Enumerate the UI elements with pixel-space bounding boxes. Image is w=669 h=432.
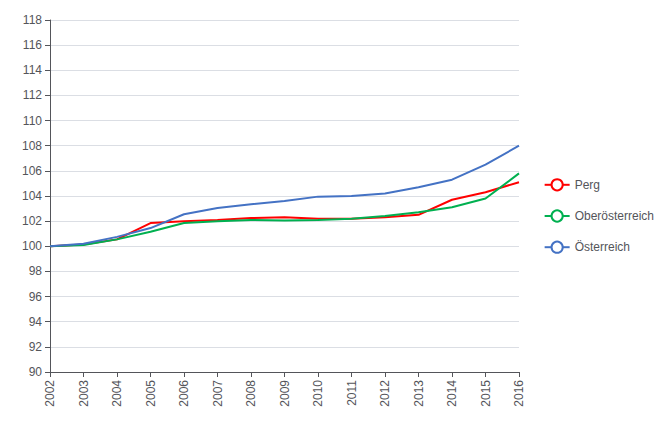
- svg-text:104: 104: [22, 189, 42, 203]
- svg-text:Österreich: Österreich: [575, 240, 630, 254]
- svg-text:Perg: Perg: [575, 178, 600, 192]
- svg-text:96: 96: [29, 290, 43, 304]
- svg-text:2014: 2014: [445, 380, 459, 407]
- svg-text:98: 98: [29, 264, 43, 278]
- svg-text:108: 108: [22, 139, 42, 153]
- svg-text:2016: 2016: [512, 380, 526, 407]
- svg-text:2008: 2008: [244, 380, 258, 407]
- svg-text:110: 110: [23, 114, 42, 128]
- svg-text:2007: 2007: [211, 380, 225, 407]
- svg-text:2011: 2011: [345, 380, 359, 406]
- svg-text:2002: 2002: [43, 380, 57, 407]
- svg-text:118: 118: [23, 13, 42, 27]
- svg-text:114: 114: [23, 63, 42, 77]
- svg-text:116: 116: [23, 38, 42, 52]
- svg-text:2012: 2012: [378, 380, 392, 407]
- svg-text:2009: 2009: [278, 380, 292, 407]
- svg-text:2015: 2015: [479, 380, 493, 407]
- svg-text:2004: 2004: [110, 380, 124, 407]
- svg-text:2010: 2010: [311, 380, 325, 407]
- svg-text:2003: 2003: [77, 380, 91, 407]
- svg-text:112: 112: [23, 88, 42, 102]
- svg-text:102: 102: [22, 214, 42, 228]
- svg-text:94: 94: [29, 315, 43, 329]
- svg-text:92: 92: [29, 340, 43, 354]
- svg-text:2013: 2013: [412, 380, 426, 407]
- svg-text:2005: 2005: [144, 380, 158, 407]
- svg-text:106: 106: [22, 164, 42, 178]
- svg-text:2006: 2006: [177, 380, 191, 407]
- svg-text:Oberösterreich: Oberösterreich: [575, 209, 654, 223]
- svg-text:90: 90: [29, 365, 43, 379]
- svg-text:100: 100: [22, 239, 42, 253]
